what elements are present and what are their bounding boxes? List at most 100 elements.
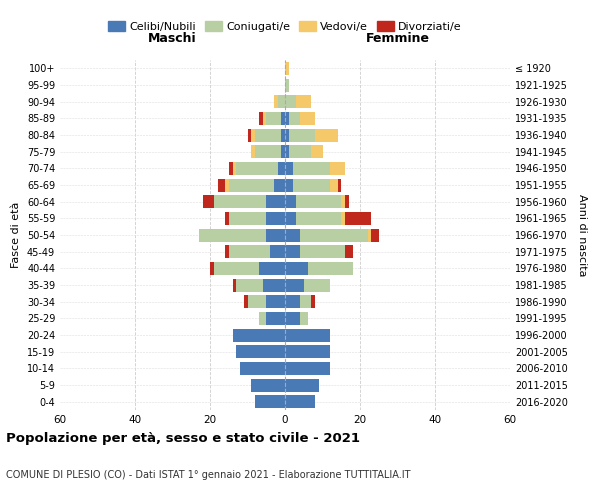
Bar — [248, 295, 266, 308]
Bar — [277, 162, 285, 175]
Bar — [281, 145, 285, 158]
Bar — [304, 278, 330, 291]
Bar — [300, 295, 311, 308]
Bar — [285, 212, 296, 225]
Bar — [251, 128, 255, 141]
Bar — [281, 128, 285, 141]
Bar — [274, 178, 285, 192]
Bar — [266, 228, 285, 241]
Bar — [315, 128, 337, 141]
Bar — [233, 328, 285, 342]
Bar — [214, 195, 266, 208]
Bar — [311, 145, 323, 158]
Bar — [345, 245, 353, 258]
Bar — [367, 228, 371, 241]
Bar — [259, 112, 263, 125]
Bar — [225, 178, 229, 192]
Bar — [371, 228, 379, 241]
Bar — [255, 128, 281, 141]
Bar — [240, 362, 285, 375]
Bar — [330, 178, 337, 192]
Bar — [337, 178, 341, 192]
Bar — [300, 245, 345, 258]
Bar — [285, 195, 296, 208]
Bar — [285, 312, 300, 325]
Y-axis label: Fasce di età: Fasce di età — [11, 202, 21, 268]
Bar — [255, 395, 285, 408]
Bar — [251, 145, 255, 158]
Bar — [233, 278, 236, 291]
Bar — [266, 212, 285, 225]
Bar — [251, 378, 285, 392]
Y-axis label: Anni di nascita: Anni di nascita — [577, 194, 587, 276]
Bar — [270, 245, 285, 258]
Bar — [266, 295, 285, 308]
Bar — [345, 195, 349, 208]
Text: COMUNE DI PLESIO (CO) - Dati ISTAT 1° gennaio 2021 - Elaborazione TUTTITALIA.IT: COMUNE DI PLESIO (CO) - Dati ISTAT 1° ge… — [6, 470, 410, 480]
Bar — [341, 212, 345, 225]
Bar — [293, 162, 330, 175]
Bar — [229, 245, 270, 258]
Bar — [263, 112, 266, 125]
Bar — [289, 112, 300, 125]
Legend: Celibi/Nubili, Coniugati/e, Vedovi/e, Divorziati/e: Celibi/Nubili, Coniugati/e, Vedovi/e, Di… — [104, 16, 466, 36]
Bar — [225, 245, 229, 258]
Bar — [285, 112, 289, 125]
Bar — [285, 162, 293, 175]
Bar — [285, 395, 315, 408]
Bar — [285, 245, 300, 258]
Bar — [285, 62, 289, 75]
Bar — [236, 345, 285, 358]
Bar — [285, 295, 300, 308]
Bar — [296, 195, 341, 208]
Bar — [266, 112, 281, 125]
Bar — [229, 178, 274, 192]
Bar — [259, 312, 266, 325]
Bar — [285, 328, 330, 342]
Bar — [277, 95, 285, 108]
Bar — [300, 312, 308, 325]
Bar — [341, 195, 345, 208]
Bar — [263, 278, 285, 291]
Text: Maschi: Maschi — [148, 32, 197, 45]
Bar — [285, 78, 289, 92]
Bar — [285, 262, 308, 275]
Bar — [285, 128, 289, 141]
Bar — [300, 112, 315, 125]
Bar — [210, 262, 214, 275]
Bar — [285, 378, 319, 392]
Bar — [266, 312, 285, 325]
Text: Femmine: Femmine — [365, 32, 430, 45]
Bar — [225, 212, 229, 225]
Bar — [233, 162, 236, 175]
Bar — [274, 95, 277, 108]
Bar — [281, 112, 285, 125]
Bar — [248, 128, 251, 141]
Bar — [285, 145, 289, 158]
Bar — [236, 278, 263, 291]
Bar — [285, 345, 330, 358]
Bar — [244, 295, 248, 308]
Bar — [293, 178, 330, 192]
Bar — [300, 228, 367, 241]
Bar — [285, 178, 293, 192]
Bar — [296, 95, 311, 108]
Bar — [266, 195, 285, 208]
Bar — [218, 178, 225, 192]
Bar — [289, 145, 311, 158]
Bar — [229, 212, 266, 225]
Bar — [285, 362, 330, 375]
Bar — [285, 278, 304, 291]
Text: Popolazione per età, sesso e stato civile - 2021: Popolazione per età, sesso e stato civil… — [6, 432, 360, 445]
Bar — [289, 128, 315, 141]
Bar — [308, 262, 353, 275]
Bar — [285, 95, 296, 108]
Bar — [285, 228, 300, 241]
Bar — [255, 145, 281, 158]
Bar — [203, 195, 214, 208]
Bar — [214, 262, 259, 275]
Bar — [259, 262, 285, 275]
Bar — [330, 162, 345, 175]
Bar — [345, 212, 371, 225]
Bar — [199, 228, 266, 241]
